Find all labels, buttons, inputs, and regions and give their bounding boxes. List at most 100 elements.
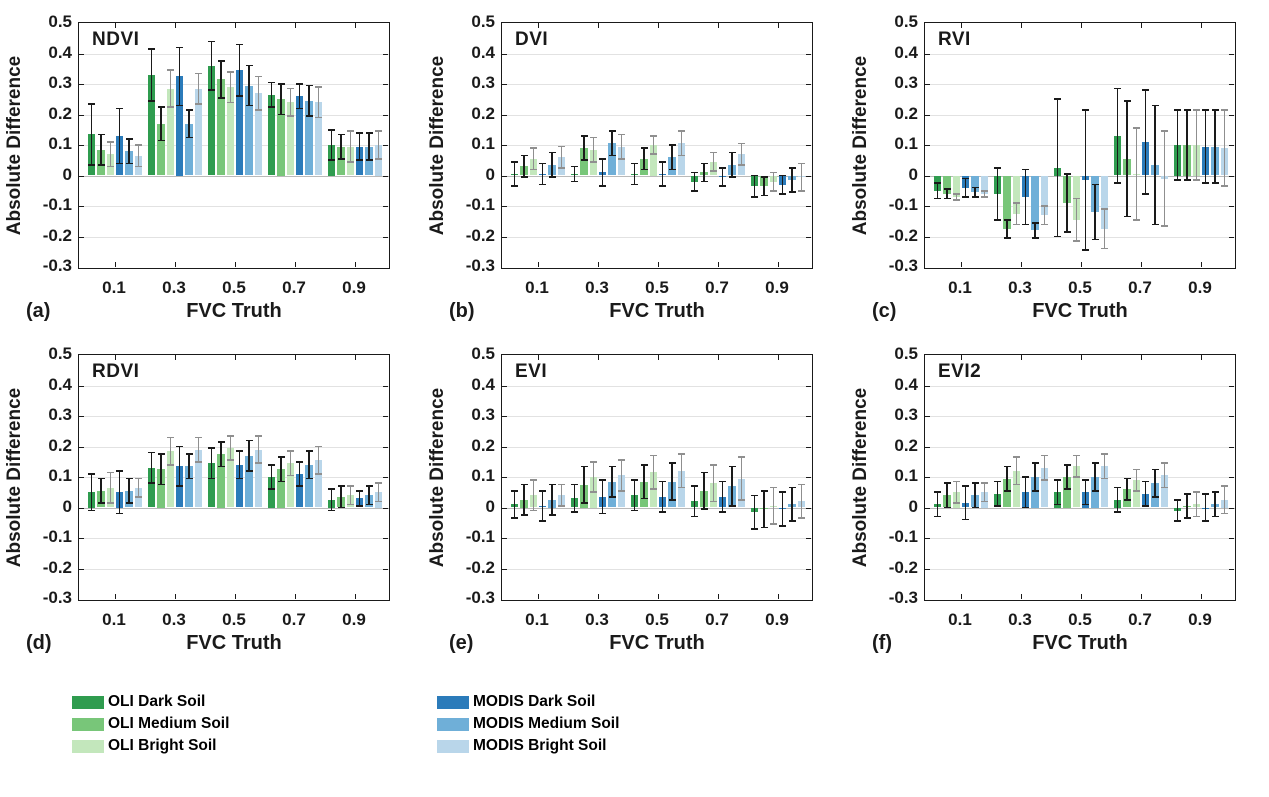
x-tick-label: 0.9 — [342, 278, 366, 297]
error-cap-bottom — [668, 168, 676, 171]
error-bar — [1034, 463, 1036, 491]
x-tick-mark — [718, 23, 720, 28]
error-cap-bottom — [356, 505, 364, 507]
error-bar — [633, 480, 636, 511]
error-cap-top — [1142, 480, 1150, 483]
error-cap-bottom — [286, 115, 294, 117]
y-tick-mark — [383, 175, 388, 177]
error-cap-bottom — [185, 477, 193, 480]
error-cap-top — [962, 485, 970, 487]
x-tick-mark — [961, 23, 963, 28]
error-cap-top — [1192, 491, 1200, 494]
y-tick-mark — [1229, 507, 1234, 509]
y-axis-label: Absolute Difference — [427, 387, 448, 568]
legend-label: OLI Dark Soil — [108, 693, 206, 710]
error-bar — [791, 487, 793, 522]
error-cap-bottom — [668, 499, 676, 501]
error-bar — [1056, 99, 1059, 237]
error-cap-bottom — [760, 194, 768, 197]
error-cap-bottom — [296, 485, 304, 487]
error-bar — [270, 82, 273, 107]
y-tick-label: 0 — [485, 164, 495, 184]
x-tick-mark — [658, 594, 660, 599]
error-cap-top — [511, 160, 519, 163]
error-cap-top — [580, 465, 588, 468]
error-bar — [349, 486, 352, 505]
error-bar — [731, 152, 733, 178]
error-cap-bottom — [971, 196, 979, 198]
y-tick-label: 0.1 — [48, 134, 72, 153]
error-cap-top — [1054, 479, 1062, 481]
x-tick-mark — [598, 262, 600, 267]
error-cap-bottom — [208, 477, 216, 480]
bar-modis-medium-soil — [305, 464, 313, 508]
bar-oli-bright-soil — [226, 448, 235, 508]
x-tick-mark — [235, 594, 237, 599]
error-bar — [1135, 128, 1138, 220]
error-cap-top — [677, 453, 685, 455]
error-bar — [523, 155, 525, 178]
error-bar — [1024, 477, 1027, 508]
error-cap-top — [952, 480, 960, 483]
y-tick-mark — [502, 175, 507, 177]
error-cap-bottom — [1123, 499, 1131, 501]
error-cap-bottom — [617, 489, 625, 492]
error-cap-bottom — [737, 499, 745, 501]
error-cap-bottom — [728, 176, 736, 178]
y-tick-mark — [925, 538, 930, 540]
error-bar — [298, 84, 301, 109]
error-bar — [220, 61, 222, 98]
error-bar — [330, 489, 333, 511]
gridline — [79, 206, 389, 207]
error-cap-top — [529, 147, 537, 149]
y-tick-label: 0 — [62, 164, 72, 184]
x-tick-mark — [175, 23, 177, 28]
gridline — [79, 84, 389, 85]
y-tick-label: -0.1 — [42, 527, 72, 546]
y-tick-mark — [925, 568, 930, 570]
error-cap-bottom — [1031, 237, 1039, 239]
error-cap-top — [1012, 456, 1020, 458]
error-cap-bottom — [589, 160, 597, 163]
bar-oli-medium-soil — [217, 79, 225, 176]
error-bar — [160, 454, 162, 485]
legend-label: OLI Bright Soil — [108, 737, 217, 754]
bar-oli-dark-soil — [147, 74, 156, 176]
y-tick-label: -0.3 — [465, 256, 495, 275]
y-tick-mark — [806, 446, 811, 448]
error-bar — [740, 457, 743, 500]
error-bar — [1075, 198, 1078, 242]
error-cap-top — [346, 485, 354, 487]
panel-label-e: (e) — [449, 632, 474, 654]
error-bar — [1015, 202, 1018, 225]
bar-oli-dark-soil — [207, 463, 216, 508]
error-cap-bottom — [194, 460, 202, 463]
y-tick-mark — [925, 145, 930, 147]
error-cap-top — [374, 130, 382, 133]
error-cap-top — [980, 189, 988, 192]
y-tick-label: -0.1 — [888, 527, 918, 546]
y-tick-mark — [383, 568, 388, 570]
legend-swatch-oli-dark — [72, 695, 104, 709]
error-bar — [100, 478, 102, 503]
error-cap-top — [337, 133, 345, 136]
error-cap-top — [1040, 205, 1048, 207]
error-cap-bottom — [217, 465, 225, 468]
plot-area-rdvi — [78, 354, 390, 601]
error-cap-top — [1192, 109, 1200, 111]
x-tick-label: 0.9 — [765, 610, 789, 629]
plot-area-dvi — [501, 22, 813, 269]
y-tick-label: 0.4 — [894, 374, 918, 394]
error-cap-bottom — [1183, 179, 1191, 181]
error-cap-bottom — [1123, 215, 1131, 218]
error-cap-top — [328, 488, 336, 490]
bar-oli-dark-soil — [207, 65, 216, 176]
error-cap-top — [337, 485, 345, 487]
error-cap-top — [1220, 109, 1228, 111]
error-bar — [169, 70, 172, 107]
y-tick-label: -0.3 — [888, 588, 918, 607]
zero-line — [79, 507, 389, 509]
y-tick-label: -0.2 — [465, 557, 495, 577]
error-cap-top — [659, 480, 667, 483]
y-tick-mark — [79, 446, 84, 448]
